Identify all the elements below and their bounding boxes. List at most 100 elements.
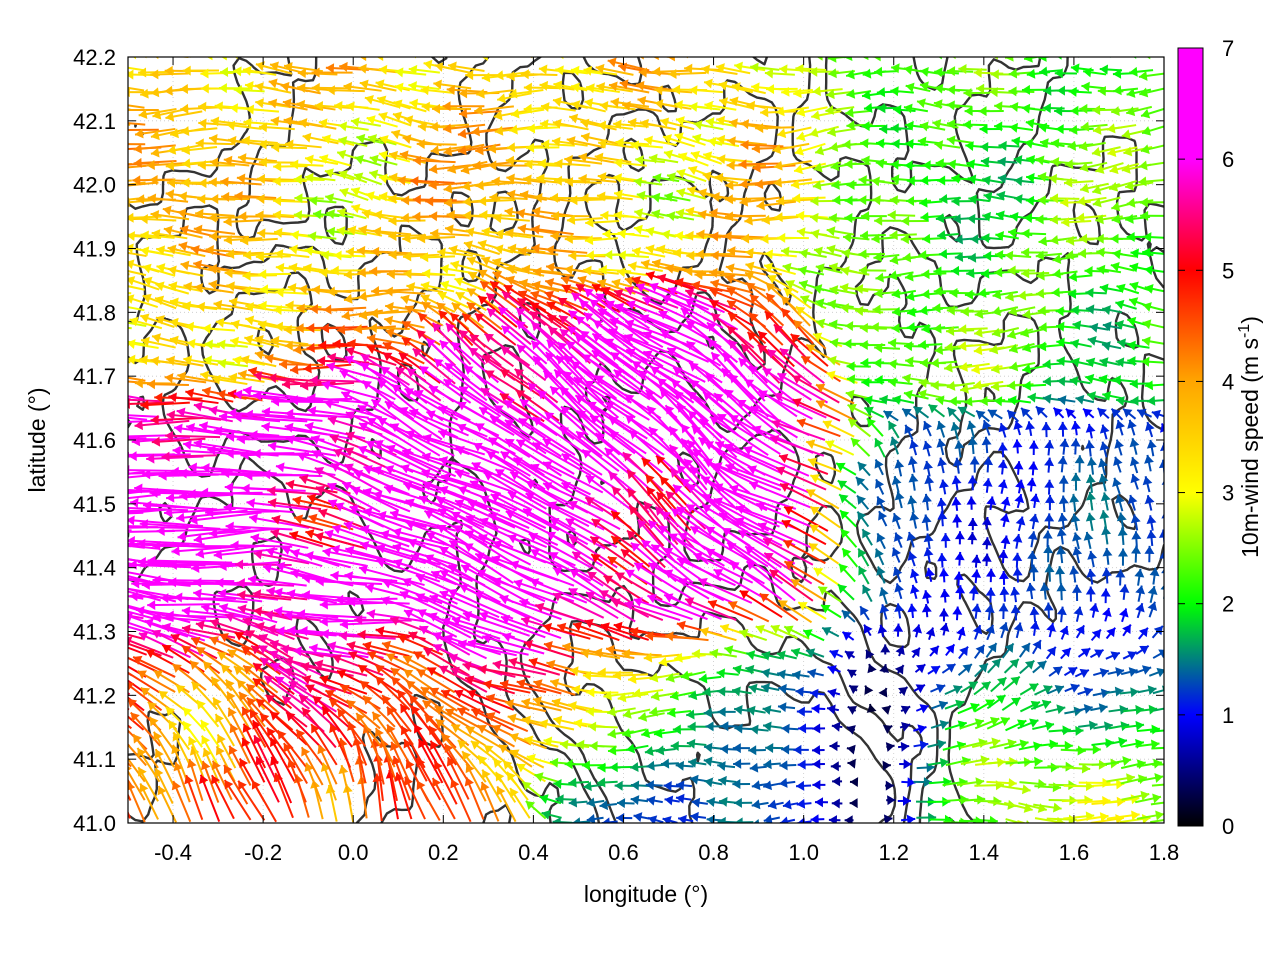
wind-arrow-shaft: [252, 719, 279, 765]
wind-arrow-head: [601, 287, 611, 296]
wind-arrow-head: [177, 531, 187, 542]
wind-arrow-head: [584, 98, 594, 108]
wind-arrow-head: [573, 377, 584, 386]
wind-arrow-head: [502, 291, 512, 301]
wind-arrow-shaft: [128, 453, 191, 458]
wind-arrow-shaft: [605, 300, 666, 332]
wind-arrow-head: [378, 111, 388, 122]
wind-arrow-head: [592, 333, 602, 343]
wind-arrow-head: [233, 85, 242, 96]
wind-arrow-shaft: [128, 769, 146, 801]
wind-arrow-shaft: [128, 633, 144, 640]
wind-arrow-head: [503, 760, 513, 770]
wind-arrow-head: [132, 175, 141, 186]
wind-arrow-head: [142, 469, 151, 480]
wind-arrow-head: [538, 64, 548, 75]
wind-arrow-head: [373, 490, 383, 501]
wind-arrow-head: [505, 228, 514, 239]
wind-arrow-head: [443, 146, 453, 157]
wind-arrow-shaft: [561, 284, 606, 309]
wind-arrow-head: [486, 712, 496, 722]
wind-arrow-head: [305, 529, 315, 539]
wind-arrow-head: [336, 669, 347, 679]
wind-arrow-shaft: [223, 506, 294, 514]
wind-arrow-head: [153, 731, 163, 742]
wind-arrow-head: [332, 524, 342, 535]
wind-arrow-head: [717, 761, 726, 772]
wind-arrow-head: [572, 551, 582, 561]
wind-arrow-shaft: [642, 296, 709, 330]
wind-arrow-shaft: [768, 51, 797, 56]
wind-arrow-head: [150, 147, 160, 158]
wind-arrow-head: [330, 463, 341, 472]
wind-arrow-shaft: [413, 723, 440, 769]
wind-arrow-head: [559, 315, 569, 325]
wind-arrow-head: [254, 350, 264, 360]
wind-arrow-head: [168, 559, 177, 570]
wind-arrow-shaft: [624, 414, 678, 459]
wind-arrow-head: [324, 168, 334, 179]
wind-arrow-head: [495, 469, 505, 478]
wind-arrow-shaft: [556, 54, 588, 56]
wind-arrow-head: [652, 258, 662, 269]
wind-arrow-head: [649, 282, 659, 292]
wind-arrow-head: [87, 665, 96, 674]
wind-arrow-shaft: [128, 415, 129, 418]
wind-arrow-head: [267, 441, 277, 452]
wind-arrow-shaft: [163, 507, 236, 515]
wind-arrow-head: [630, 762, 639, 773]
wind-arrow-head: [443, 379, 454, 388]
wind-arrow-head: [518, 418, 529, 427]
wind-arrow-head: [329, 723, 339, 734]
wind-arrow-shaft: [454, 499, 516, 529]
wind-arrow-head: [207, 445, 216, 456]
wind-arrow-shaft: [115, 48, 146, 52]
wind-arrow-head: [415, 573, 426, 584]
wind-arrow-head: [616, 798, 626, 809]
wind-arrow-head: [491, 555, 501, 565]
wind-arrow-head: [79, 521, 87, 531]
wind-arrow-head: [921, 46, 929, 56]
wind-arrow-head: [568, 326, 578, 336]
wind-arrow-head: [643, 350, 653, 360]
wind-arrow-shaft: [568, 500, 621, 531]
wind-arrow-head: [510, 749, 520, 759]
wind-arrow-shaft: [230, 544, 293, 548]
wind-arrow-head: [381, 640, 392, 651]
wind-arrow-shaft: [415, 593, 471, 622]
wind-arrow-head: [140, 230, 149, 241]
wind-arrow-head: [584, 312, 594, 322]
wind-arrow-shaft: [500, 324, 548, 365]
wind-arrow-head: [264, 675, 274, 685]
wind-arrow-head: [298, 118, 308, 129]
wind-arrow-head: [185, 388, 195, 399]
wind-arrow-shaft: [170, 633, 218, 660]
wind-arrow-head: [425, 196, 434, 207]
wind-arrow-head: [377, 379, 388, 389]
wind-arrow-head: [580, 118, 590, 129]
wind-arrow-shaft: [128, 671, 133, 677]
wind-arrow-shaft: [326, 363, 383, 382]
wind-arrow-head: [459, 386, 469, 396]
wind-arrow-head: [450, 260, 460, 271]
wind-arrow-head: [208, 279, 218, 290]
wind-arrow-head: [189, 660, 200, 670]
wind-arrow-head: [161, 451, 170, 462]
wind-arrow-head: [683, 458, 694, 469]
wind-arrow-head: [544, 290, 554, 301]
wind-arrow-shaft: [553, 368, 606, 422]
wind-arrow-head: [494, 405, 504, 414]
wind-arrow-head: [344, 463, 354, 473]
wind-arrow-head: [517, 223, 527, 234]
wind-arrow-head: [338, 170, 349, 180]
wind-arrow-head: [275, 676, 285, 686]
wind-arrow-head: [356, 713, 366, 723]
wind-arrow-head: [218, 561, 227, 571]
wind-arrow-head: [320, 323, 330, 334]
wind-arrow-head: [648, 815, 658, 823]
wind-arrow-shaft: [397, 634, 444, 656]
wind-arrow-head: [300, 661, 310, 672]
wind-arrow-head: [481, 72, 491, 83]
wind-arrow-shaft: [493, 404, 546, 440]
wind-arrow-head: [539, 80, 549, 91]
